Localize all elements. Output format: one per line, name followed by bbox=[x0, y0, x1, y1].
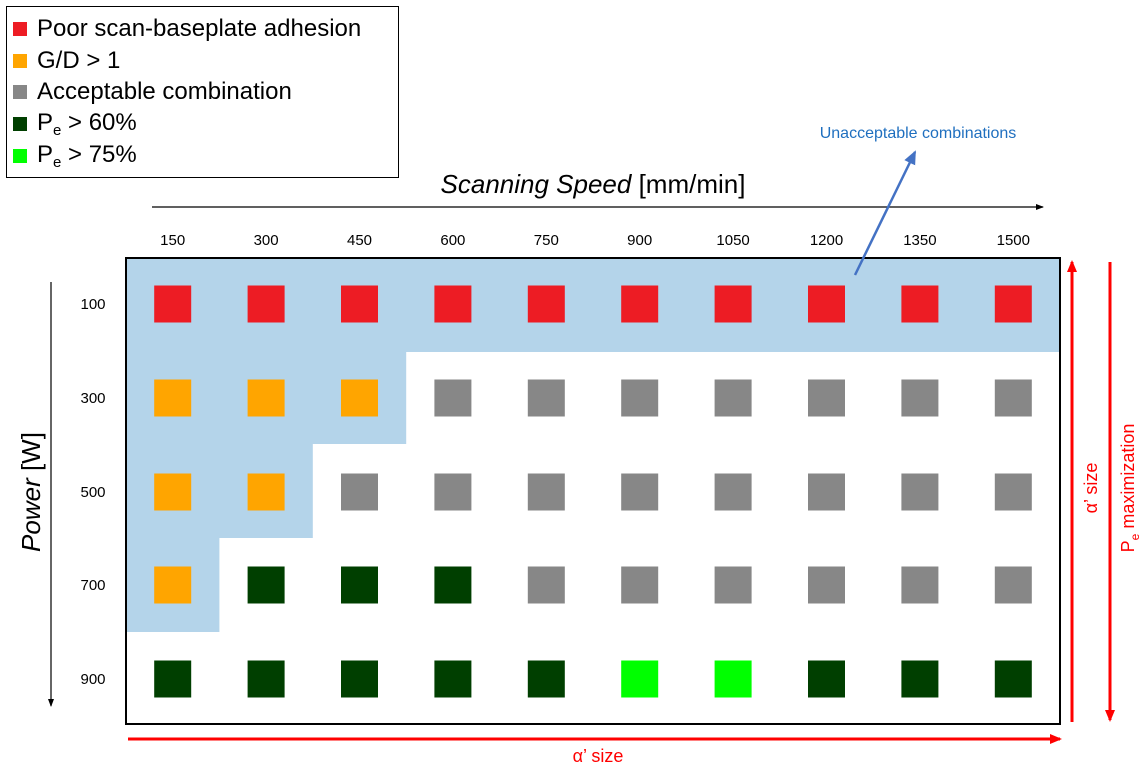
cell-500w-150mm bbox=[154, 473, 192, 511]
unacceptable-arrow bbox=[853, 150, 917, 276]
pe-maximization-label: Pe maximization bbox=[1118, 424, 1141, 553]
cell-300w-750mm bbox=[527, 379, 565, 417]
x-tick-labels: 150 300 450 600 750 900 1050 1200 1350 1500 bbox=[160, 232, 1030, 249]
unacceptable-region-band bbox=[126, 444, 313, 538]
cell-700w-1050mm bbox=[714, 566, 752, 604]
cell-300w-300mm bbox=[247, 379, 285, 417]
cell-900w-300mm bbox=[247, 660, 285, 698]
cell-500w-1050mm bbox=[714, 473, 752, 511]
x-tick-label: 900 bbox=[627, 232, 652, 249]
cell-500w-900mm bbox=[621, 473, 659, 511]
y-tick-label: 500 bbox=[80, 484, 105, 501]
cell-300w-1050mm bbox=[714, 379, 752, 417]
cell-700w-600mm bbox=[434, 566, 472, 604]
y-tick-label: 700 bbox=[80, 577, 105, 594]
y-axis-title: Power [W] bbox=[16, 432, 46, 552]
cell-900w-450mm bbox=[341, 660, 378, 698]
cell-500w-750mm bbox=[527, 473, 565, 511]
cell-700w-900mm bbox=[621, 566, 659, 604]
legend-swatch bbox=[13, 149, 27, 163]
x-tick-label: 750 bbox=[534, 232, 559, 249]
cell-100w-750mm bbox=[527, 285, 565, 323]
cell-700w-1500mm bbox=[994, 566, 1032, 604]
cell-900w-900mm bbox=[621, 660, 659, 698]
cell-900w-1050mm bbox=[714, 660, 752, 698]
cell-700w-300mm bbox=[247, 566, 285, 604]
y-tick-label: 300 bbox=[80, 390, 105, 407]
legend-swatch bbox=[13, 117, 27, 131]
alpha-size-right-label: α’ size bbox=[1081, 463, 1101, 514]
cell-900w-150mm bbox=[154, 660, 192, 698]
x-tick-label: 1200 bbox=[810, 232, 843, 249]
cell-100w-1200mm bbox=[808, 285, 845, 323]
cell-100w-1500mm bbox=[994, 285, 1032, 323]
cell-900w-1350mm bbox=[901, 660, 939, 698]
legend-swatch bbox=[13, 54, 27, 68]
cell-500w-1200mm bbox=[808, 473, 845, 511]
alpha-size-bottom-label: α’ size bbox=[573, 746, 624, 766]
cell-100w-300mm bbox=[247, 285, 285, 323]
x-tick-label: 600 bbox=[440, 232, 465, 249]
x-tick-label: 1350 bbox=[903, 232, 936, 249]
cell-100w-150mm bbox=[154, 285, 192, 323]
y-tick-labels: 100 300 500 700 900 bbox=[80, 296, 105, 688]
x-tick-label: 300 bbox=[254, 232, 279, 249]
cell-900w-1200mm bbox=[808, 660, 845, 698]
cell-500w-1350mm bbox=[901, 473, 939, 511]
cells-layer bbox=[154, 285, 1032, 698]
cell-700w-150mm bbox=[154, 566, 192, 604]
cell-100w-450mm bbox=[341, 285, 378, 323]
cell-900w-1500mm bbox=[994, 660, 1032, 698]
x-tick-label: 150 bbox=[160, 232, 185, 249]
cell-300w-600mm bbox=[434, 379, 472, 417]
cell-100w-1050mm bbox=[714, 285, 752, 323]
cell-100w-1350mm bbox=[901, 285, 939, 323]
cell-300w-1500mm bbox=[994, 379, 1032, 417]
x-axis-title: Scanning Speed [mm/min] bbox=[441, 169, 746, 199]
cell-300w-1350mm bbox=[901, 379, 939, 417]
legend-item-poor-adhesion: Poor scan-baseplate adhesion bbox=[13, 13, 361, 45]
y-tick-label: 100 bbox=[80, 296, 105, 313]
legend-label: Acceptable combination bbox=[37, 78, 292, 105]
legend-item-gd: G/D > 1 bbox=[13, 45, 120, 77]
cell-300w-900mm bbox=[621, 379, 659, 417]
legend-item-acceptable: Acceptable combination bbox=[13, 76, 292, 108]
cell-300w-1200mm bbox=[808, 379, 845, 417]
legend-label: G/D > 1 bbox=[37, 47, 121, 74]
legend-swatch bbox=[13, 85, 27, 99]
cell-500w-1500mm bbox=[994, 473, 1032, 511]
cell-300w-450mm bbox=[341, 379, 378, 417]
cell-100w-900mm bbox=[621, 285, 659, 323]
cell-700w-1200mm bbox=[808, 566, 845, 604]
x-tick-label: 450 bbox=[347, 232, 372, 249]
y-tick-label: 900 bbox=[80, 671, 105, 688]
cell-900w-600mm bbox=[434, 660, 472, 698]
legend-label: Pe > 60% bbox=[37, 109, 137, 139]
cell-300w-150mm bbox=[154, 379, 192, 417]
cell-700w-450mm bbox=[341, 566, 378, 604]
legend-label: Pe > 75% bbox=[37, 141, 137, 171]
cell-500w-450mm bbox=[341, 473, 378, 511]
legend: Poor scan-baseplate adhesion G/D > 1 Acc… bbox=[6, 6, 399, 178]
unacceptable-annotation: Unacceptable combinations bbox=[820, 125, 1017, 142]
cell-500w-600mm bbox=[434, 473, 472, 511]
legend-label: Poor scan-baseplate adhesion bbox=[37, 15, 362, 42]
legend-item-pe75: Pe > 75% bbox=[13, 140, 137, 172]
plot-frame bbox=[125, 257, 1061, 725]
cell-100w-600mm bbox=[434, 285, 472, 323]
cell-500w-300mm bbox=[247, 473, 285, 511]
x-tick-label: 1050 bbox=[716, 232, 749, 249]
legend-item-pe60: Pe > 60% bbox=[13, 108, 137, 140]
cell-700w-1350mm bbox=[901, 566, 939, 604]
cell-900w-750mm bbox=[527, 660, 565, 698]
cell-700w-750mm bbox=[527, 566, 565, 604]
x-tick-label: 1500 bbox=[997, 232, 1030, 249]
legend-swatch bbox=[13, 22, 27, 36]
